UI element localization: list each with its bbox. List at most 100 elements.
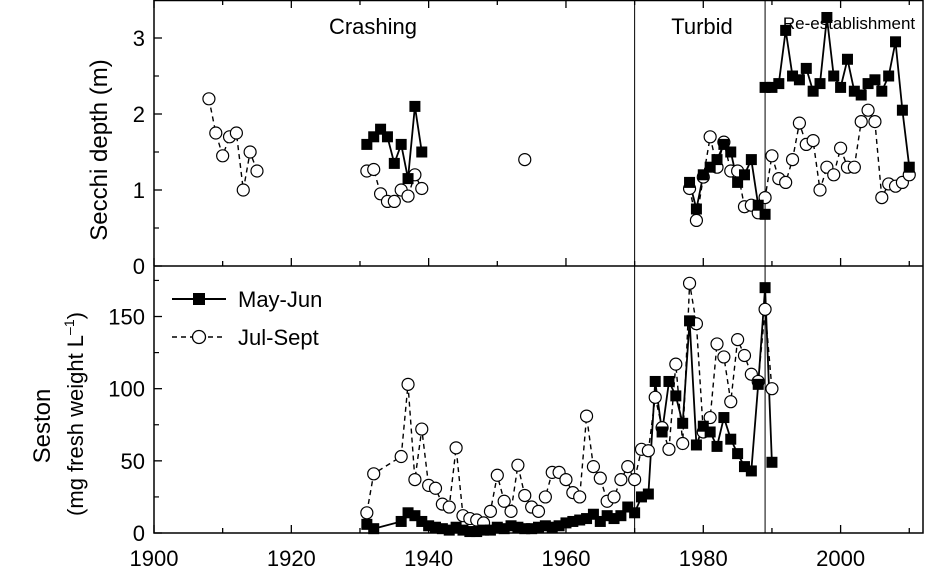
data-point-secchi-may-jun xyxy=(395,138,407,150)
data-point-seston-may-jun xyxy=(491,521,503,533)
data-point-seston-may-jun xyxy=(478,524,490,536)
data-point-seston-jul-sept xyxy=(518,488,532,503)
data-point-seston-jul-sept xyxy=(573,490,587,504)
data-point-seston-may-jun xyxy=(697,420,709,432)
data-point-secchi-may-jun xyxy=(896,104,908,116)
data-point-secchi-may-jun xyxy=(690,203,702,215)
seston-units-sup: –1 xyxy=(61,319,77,335)
data-point-secchi-jul-sept xyxy=(689,213,704,227)
data-point-secchi-may-jun xyxy=(752,199,764,211)
data-point-secchi-jul-sept xyxy=(518,153,532,167)
data-point-secchi-may-jun xyxy=(862,78,874,90)
x-tick-label: 1920 xyxy=(267,546,316,571)
data-point-secchi-jul-sept xyxy=(229,126,243,140)
data-point-secchi-may-jun xyxy=(738,169,750,181)
data-point-seston-jul-sept xyxy=(710,337,724,351)
data-point-seston-may-jun xyxy=(601,510,613,522)
data-point-secchi-jul-sept xyxy=(875,191,889,205)
data-point-seston-jul-sept xyxy=(408,473,422,487)
data-point-seston-jul-sept xyxy=(586,460,601,474)
data-point-seston-may-jun xyxy=(711,440,723,452)
data-point-secchi-may-jun xyxy=(718,138,730,150)
data-point-secchi-jul-sept xyxy=(827,168,841,182)
data-point-seston-jul-sept xyxy=(415,422,429,436)
data-point-seston-jul-sept xyxy=(428,481,443,495)
data-point-secchi-may-jun xyxy=(704,161,716,173)
data-point-seston-jul-sept xyxy=(676,436,690,451)
series-line-secchi-jul-sept xyxy=(208,98,258,191)
data-point-seston-jul-sept xyxy=(758,302,772,316)
data-point-seston-may-jun xyxy=(553,520,565,532)
data-point-seston-may-jun xyxy=(436,523,448,535)
period-label-crashing: Crashing xyxy=(329,14,417,39)
data-point-secchi-may-jun xyxy=(821,11,833,23)
data-point-seston-jul-sept xyxy=(538,490,552,504)
legend: May-Jun Jul-Sept xyxy=(172,287,322,350)
data-point-secchi-may-jun xyxy=(381,131,393,143)
data-point-secchi-may-jun xyxy=(402,173,414,185)
data-point-secchi-may-jun xyxy=(828,70,840,82)
data-point-secchi-jul-sept xyxy=(792,116,807,130)
x-tick-label: 1960 xyxy=(541,546,590,571)
data-point-secchi-may-jun xyxy=(835,81,847,93)
data-point-secchi-may-jun xyxy=(876,85,888,97)
data-point-secchi-jul-sept xyxy=(806,134,820,148)
data-point-secchi-may-jun xyxy=(807,85,819,97)
data-point-seston-may-jun xyxy=(533,521,544,533)
data-point-seston-jul-sept xyxy=(648,390,662,404)
data-point-seston-may-jun xyxy=(608,513,620,525)
data-point-secchi-jul-sept xyxy=(216,149,230,163)
data-point-secchi-jul-sept xyxy=(387,194,401,208)
legend-marker-may-jun xyxy=(193,293,205,305)
data-point-seston-jul-sept xyxy=(731,333,745,347)
data-point-seston-may-jun xyxy=(594,515,606,527)
data-point-seston-may-jun xyxy=(443,524,455,536)
data-point-seston-may-jun xyxy=(663,375,675,387)
data-point-secchi-may-jun xyxy=(697,169,709,181)
data-point-seston-jul-sept xyxy=(449,441,463,455)
legend-label-jul-sept: Jul-Sept xyxy=(238,325,319,350)
data-point-seston-may-jun xyxy=(560,517,572,529)
data-point-secchi-jul-sept xyxy=(236,183,250,197)
data-point-seston-jul-sept xyxy=(559,473,573,487)
seston-label-line1: Seston xyxy=(29,389,56,464)
data-point-seston-may-jun xyxy=(690,439,702,451)
data-point-secchi-jul-sept xyxy=(785,153,800,167)
data-point-secchi-may-jun xyxy=(855,89,867,101)
data-point-secchi-jul-sept xyxy=(243,145,257,159)
seston-units-suffix: ) xyxy=(63,312,88,319)
data-point-secchi-may-jun xyxy=(732,176,744,188)
data-point-seston-may-jun xyxy=(704,426,716,438)
data-point-seston-may-jun xyxy=(677,417,689,429)
data-point-secchi-may-jun xyxy=(368,131,380,143)
data-point-seston-may-jun xyxy=(629,507,641,519)
data-point-secchi-may-jun xyxy=(800,62,812,74)
x-tick-label: 2000 xyxy=(816,546,865,571)
data-point-secchi-jul-sept xyxy=(861,103,875,117)
legend-marker-jul-sept xyxy=(191,329,207,345)
data-point-secchi-may-jun xyxy=(814,78,826,90)
data-point-seston-may-jun xyxy=(512,521,524,533)
data-point-seston-jul-sept xyxy=(367,467,381,481)
data-point-seston-jul-sept xyxy=(765,382,779,396)
data-point-seston-jul-sept xyxy=(628,473,642,487)
data-point-seston-may-jun xyxy=(615,510,627,522)
data-point-secchi-jul-sept xyxy=(250,164,264,178)
data-point-seston-jul-sept xyxy=(483,504,498,518)
data-point-seston-may-jun xyxy=(450,521,462,533)
data-point-secchi-may-jun xyxy=(841,53,853,65)
y-axis-label-seston: Seston xyxy=(29,389,56,464)
data-point-seston-may-jun xyxy=(759,282,771,294)
seston-units-prefix: (mg fresh weight L xyxy=(63,335,88,516)
period-label-re-establishment: Re-establishment xyxy=(783,14,916,33)
data-point-seston-jul-sept xyxy=(737,348,752,363)
data-point-seston-may-jun xyxy=(635,491,647,503)
data-point-secchi-may-jun xyxy=(793,74,805,86)
data-point-seston-may-jun xyxy=(526,523,538,535)
x-tick-label: 1940 xyxy=(404,546,453,571)
data-point-seston-may-jun xyxy=(622,501,634,513)
data-point-seston-jul-sept xyxy=(607,490,621,504)
y-tick-label-secchi: 3 xyxy=(133,26,145,51)
data-point-seston-may-jun xyxy=(656,426,668,438)
data-point-secchi-may-jun xyxy=(759,208,771,220)
